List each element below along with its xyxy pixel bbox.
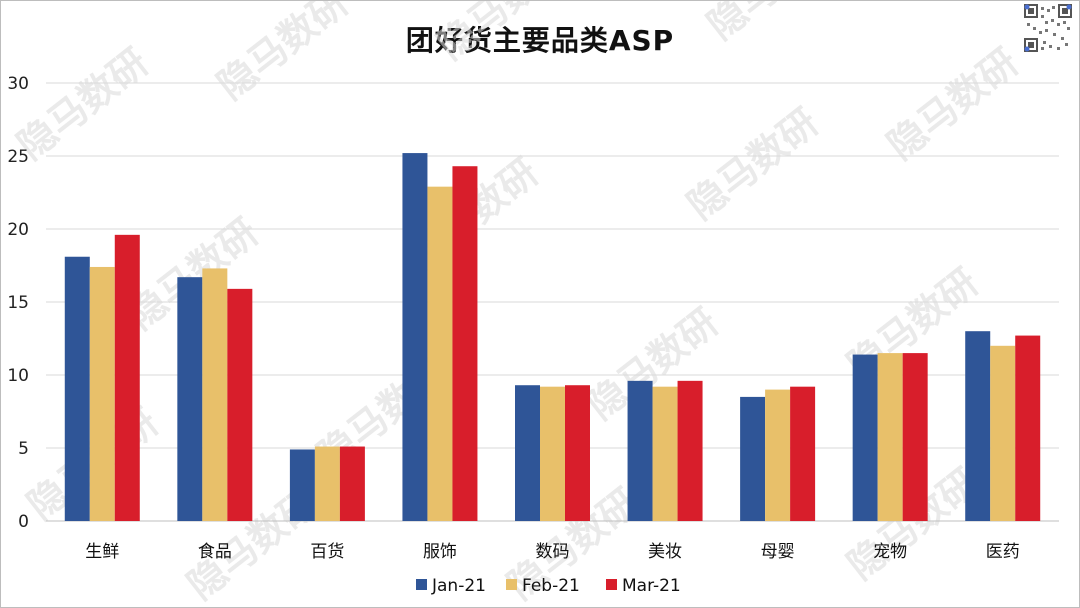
bar (790, 386, 816, 521)
bar (877, 353, 903, 521)
x-tick-label: 服饰 (423, 542, 457, 562)
y-tick-label: 0 (18, 512, 29, 532)
bar (202, 268, 228, 521)
bar (314, 446, 340, 521)
bar (1015, 335, 1041, 521)
qr-code-icon (1023, 3, 1073, 53)
bar (565, 385, 590, 521)
watermark-text: 隐马数研 (429, 1, 576, 68)
y-tick-label: 25 (7, 147, 29, 167)
bar (89, 266, 115, 521)
bar (740, 396, 766, 521)
x-tick-label: 食品 (198, 542, 232, 562)
legend-label: Mar-21 (622, 576, 681, 596)
legend-swatch (606, 579, 617, 590)
x-tick-label: 生鲜 (85, 542, 119, 562)
bar (64, 256, 90, 521)
bar (965, 331, 991, 521)
bar (677, 380, 703, 521)
x-tick-label: 医药 (986, 542, 1020, 562)
bar (289, 449, 315, 521)
x-tick-label: 母婴 (761, 542, 795, 562)
bar (452, 166, 478, 521)
bar (902, 353, 928, 521)
bar (177, 277, 203, 521)
bar (402, 153, 428, 521)
watermark-text: 隐马数研 (879, 40, 1026, 168)
bar (427, 186, 453, 521)
bar (852, 354, 878, 521)
bar (114, 234, 140, 521)
y-tick-label: 5 (18, 439, 29, 459)
bar (515, 385, 540, 521)
y-tick-label: 10 (7, 366, 29, 386)
bar (990, 345, 1016, 521)
bar (652, 386, 678, 521)
x-tick-label: 数码 (536, 542, 570, 562)
y-tick-label: 20 (7, 220, 29, 240)
x-tick-label: 美妆 (648, 542, 682, 562)
legend-label: Jan-21 (431, 576, 486, 596)
watermark-text: 隐马数研 (679, 100, 826, 228)
bar (227, 288, 253, 521)
y-tick-label: 15 (7, 293, 29, 313)
chart-title: 团好货主要品类ASP (405, 24, 675, 57)
watermark-text: 隐马数研 (9, 40, 156, 168)
legend-label: Feb-21 (522, 576, 580, 596)
x-tick-label: 宠物 (873, 542, 907, 562)
watermark-text: 隐马数研 (209, 1, 356, 108)
legend-swatch (416, 579, 427, 590)
bar (339, 446, 365, 521)
bar (765, 389, 791, 521)
legend-swatch (506, 579, 517, 590)
x-tick-label: 百货 (310, 542, 344, 562)
watermark-text: 隐马数研 (699, 1, 846, 48)
y-tick-label: 30 (7, 74, 29, 94)
bar (540, 386, 565, 521)
bar (627, 380, 653, 521)
